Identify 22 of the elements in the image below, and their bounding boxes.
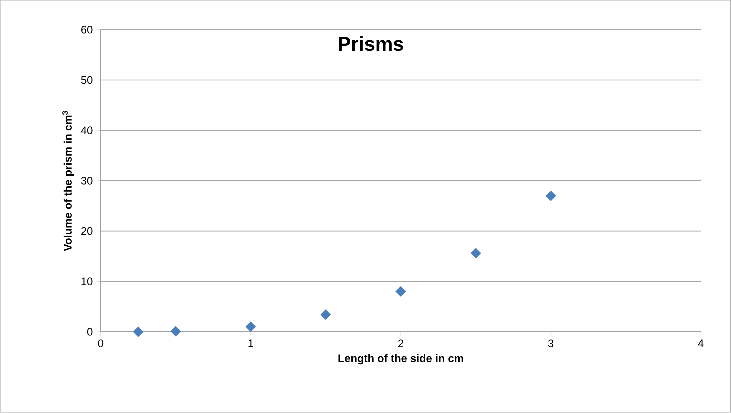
y-tick-label: 10 <box>82 278 93 286</box>
x-tick-label: 1 <box>248 340 254 348</box>
point <box>170 326 182 337</box>
point <box>396 286 406 298</box>
point <box>320 310 332 320</box>
x-axis-title: Length of the side in cm <box>338 354 464 365</box>
x-tick-label: 0 <box>98 340 104 348</box>
x-tick-label: 4 <box>698 340 704 348</box>
y-tick-label: 60 <box>82 26 93 34</box>
chart-title: Prisms <box>339 36 404 52</box>
x-tick-label: 3 <box>548 340 554 348</box>
y-tick-label: 0 <box>87 328 93 336</box>
point <box>246 322 256 332</box>
point <box>546 190 556 202</box>
x-tick-label: 2 <box>398 340 404 348</box>
y-tick-label: 20 <box>82 227 93 236</box>
point <box>470 248 482 259</box>
y-tick-label: 50 <box>81 76 93 84</box>
point <box>133 326 144 338</box>
y-tick-label: 30 <box>81 177 93 185</box>
y-axis-title: Volume of the prism in cm$^{3}$ <box>62 111 74 252</box>
y-tick-label: 40 <box>81 126 93 135</box>
